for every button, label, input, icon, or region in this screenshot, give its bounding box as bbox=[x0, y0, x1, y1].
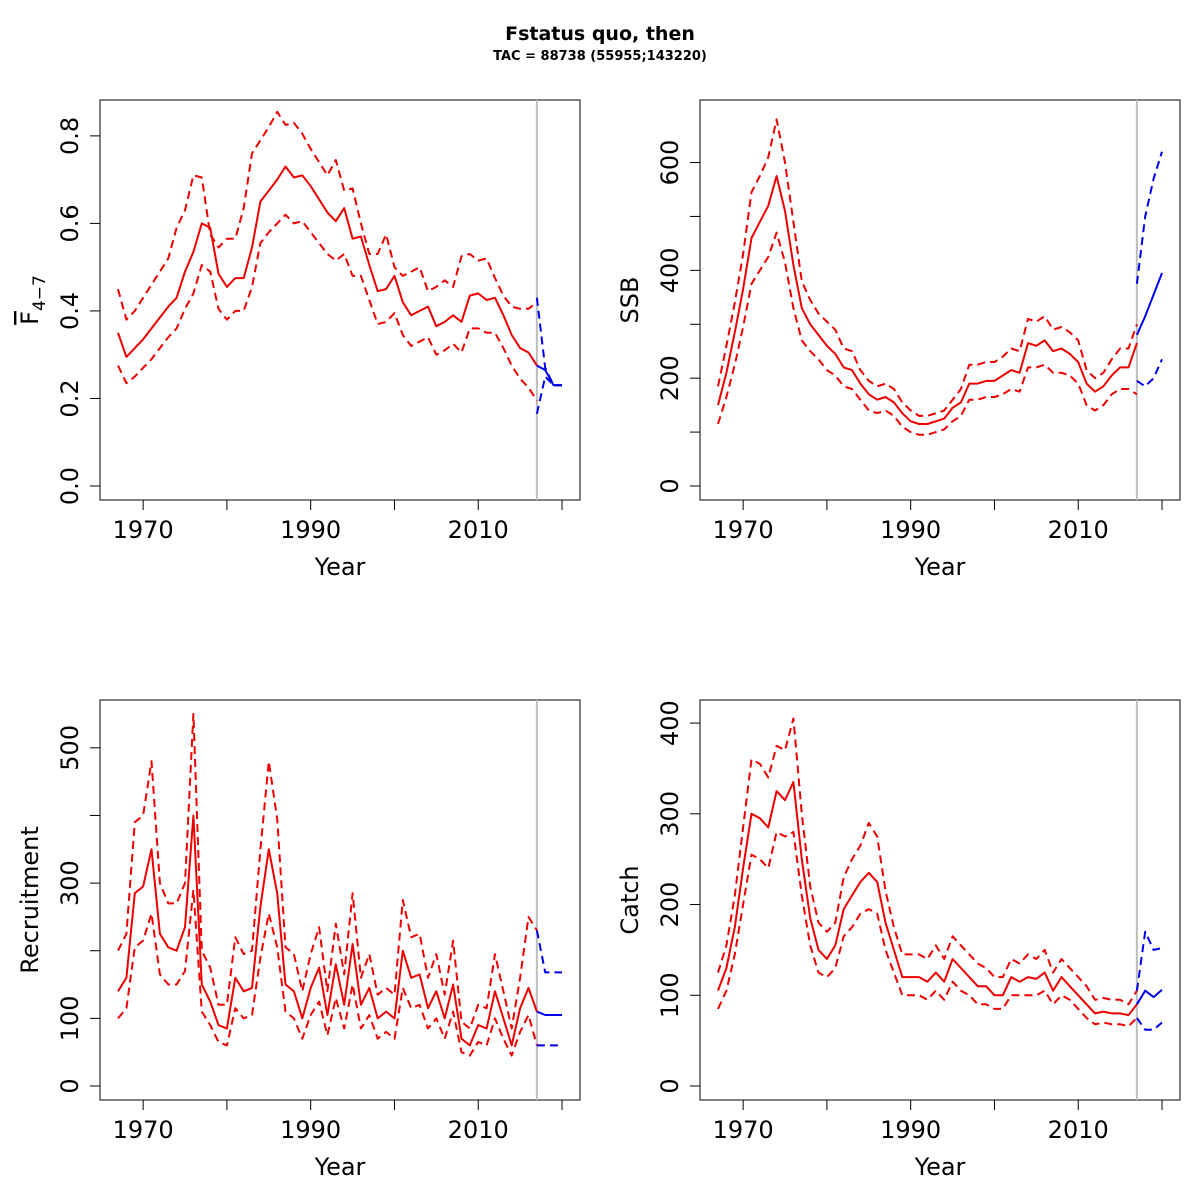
x-tick-label: 1990 bbox=[280, 516, 341, 544]
y-tick-label: 200 bbox=[656, 882, 684, 928]
estimate-line bbox=[117, 165, 538, 367]
forecast-line bbox=[536, 364, 562, 387]
x-tick-label: 1990 bbox=[880, 516, 941, 544]
upper-bound-line bbox=[717, 118, 1138, 417]
y-tick-label: 0.4 bbox=[56, 292, 84, 330]
y-tick-label: 400 bbox=[656, 247, 684, 293]
y-tick-label: 100 bbox=[656, 972, 684, 1018]
plot-frame bbox=[99, 99, 581, 501]
x-tick-label: 2010 bbox=[448, 516, 509, 544]
x-tick-label: 1990 bbox=[880, 1116, 941, 1144]
y-tick-label: 0 bbox=[656, 1078, 684, 1093]
y-tick-label: 0 bbox=[56, 1078, 84, 1093]
forecast-upper-line bbox=[1135, 151, 1163, 284]
estimate-line bbox=[117, 814, 538, 1047]
x-axis-label: Year bbox=[314, 553, 366, 581]
x-axis-label: Year bbox=[314, 1153, 366, 1181]
x-tick-label: 1990 bbox=[280, 1116, 341, 1144]
forecast-lower-line bbox=[1136, 1017, 1163, 1031]
y-tick-label: 300 bbox=[656, 791, 684, 837]
x-tick-label: 2010 bbox=[448, 1116, 509, 1144]
x-tick-label: 2010 bbox=[1048, 1116, 1109, 1144]
plot-frame bbox=[699, 699, 1181, 1101]
y-tick-label: 0 bbox=[656, 478, 684, 493]
y-axis-label: Recruitment bbox=[16, 826, 44, 973]
panel-recruitment: 1970 1990 2010 0 100 300 500 Year Recruitment bbox=[16, 699, 581, 1181]
y-tick-label: 0.2 bbox=[56, 379, 84, 417]
estimate-line bbox=[717, 175, 1138, 425]
forecast-lower-line bbox=[1136, 358, 1163, 388]
lower-bound-line bbox=[717, 231, 1138, 436]
x-tick-label: 1970 bbox=[113, 516, 174, 544]
y-tick-label: 100 bbox=[56, 995, 84, 1041]
y-tick-label: 200 bbox=[656, 355, 684, 401]
upper-bound-line bbox=[717, 717, 1138, 1006]
forecast-upper-line bbox=[535, 297, 562, 387]
x-tick-label: 1970 bbox=[113, 1116, 174, 1144]
x-tick-label: 1970 bbox=[713, 1116, 774, 1144]
y-tick-label: 0.0 bbox=[56, 467, 84, 505]
x-axis-label: Year bbox=[914, 553, 966, 581]
x-axis-label: Year bbox=[914, 1153, 966, 1181]
x-tick-label: 1970 bbox=[713, 516, 774, 544]
figure-subtitle: TAC = 88738 (55955;143220) bbox=[493, 49, 707, 64]
upper-bound-line bbox=[117, 713, 538, 1030]
plot-frame bbox=[99, 699, 581, 1101]
estimate-line bbox=[717, 781, 1138, 1017]
panel-ssb: 1970 1990 2010 0 200 400 600 Year SSB bbox=[616, 99, 1181, 581]
figure-title: Fstatus quo, then bbox=[505, 23, 695, 45]
y-tick-label: 300 bbox=[56, 860, 84, 906]
lower-bound-line bbox=[717, 831, 1138, 1028]
panel-catch: 1970 1990 2010 0 100 200 300 400 Year Catch bbox=[616, 699, 1181, 1181]
y-tick-label: 400 bbox=[656, 700, 684, 746]
y-tick-label: 0.8 bbox=[56, 117, 84, 155]
forecast-lower-line bbox=[535, 375, 562, 415]
panel-fishing-mortality: 1970 1990 2010 0.0 0.2 0.4 0.6 0.8 Year F4−7 bbox=[16, 99, 581, 581]
forecast-upper-line bbox=[535, 930, 562, 974]
y-tick-label: 600 bbox=[656, 140, 684, 186]
y-axis-label: F4−7 bbox=[16, 275, 50, 325]
forecast-line bbox=[1136, 989, 1163, 1005]
y-axis-label: SSB bbox=[616, 277, 644, 324]
y-tick-label: 0.6 bbox=[56, 204, 84, 242]
lower-bound-line bbox=[117, 213, 538, 402]
y-axis-label: Catch bbox=[616, 865, 644, 934]
plot-frame bbox=[699, 99, 1181, 501]
upper-bound-line bbox=[117, 110, 538, 321]
forecast-upper-line bbox=[1135, 930, 1163, 991]
x-tick-label: 2010 bbox=[1048, 516, 1109, 544]
lower-bound-line bbox=[117, 888, 538, 1057]
y-tick-label: 500 bbox=[56, 725, 84, 771]
forecast-line bbox=[536, 1010, 562, 1016]
forecast-line bbox=[1135, 272, 1163, 336]
